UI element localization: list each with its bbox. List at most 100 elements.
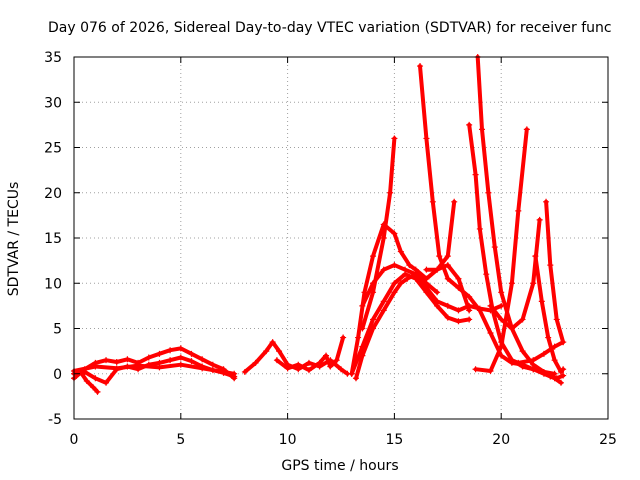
data-point [487,330,494,337]
data-point [530,357,537,364]
data-point [429,198,436,205]
data-point [361,289,368,296]
series-track-22 [515,339,567,366]
data-point [387,189,394,196]
data-point [491,244,498,251]
data-point [434,289,441,296]
y-tick-label: 25 [44,141,62,157]
data-point [241,368,248,375]
data-point [397,248,404,255]
data-point [305,359,312,366]
data-point [444,262,451,269]
data-point [355,334,362,341]
data-point [391,289,398,296]
data-point [252,359,259,366]
data-point [380,307,387,314]
data-point [94,388,101,395]
data-point [508,357,515,364]
data-point [327,363,334,370]
data-point [536,216,543,223]
data-point [540,350,547,357]
data-point [124,356,131,363]
series-track-10 [359,135,398,332]
series-line [360,263,440,308]
data-point [231,370,238,377]
series-track-16 [472,126,530,375]
data-point [340,334,347,341]
data-point [508,325,515,332]
data-point [455,284,462,291]
series-line [72,346,237,381]
series-line [544,199,566,345]
data-point [333,357,340,364]
data-point [553,375,560,382]
data-point [543,198,550,205]
data-point [485,189,492,196]
data-point [380,298,387,305]
data-point [177,361,184,368]
data-point [220,368,227,375]
data-point [370,289,377,296]
data-point [273,357,280,364]
y-tick-label: 20 [44,186,62,202]
series-track-19 [519,363,567,382]
data-point [316,359,323,366]
data-point [472,171,479,178]
data-point [370,316,377,323]
data-point [498,316,505,323]
data-point [83,377,90,384]
data-point [284,365,291,372]
data-point [92,375,99,382]
data-point [209,361,216,368]
data-point [113,358,120,365]
y-tick-label: 15 [44,231,62,247]
data-point [523,126,530,133]
data-point [545,334,552,341]
y-tick-label: 0 [53,367,62,383]
chart-title: Day 076 of 2026, Sidereal Day-to-day VTE… [48,20,612,36]
data-point [359,302,366,309]
data-point [417,63,424,70]
y-tick-label: 5 [53,322,62,338]
x-tick-label: 10 [279,432,297,448]
data-point [487,302,494,309]
series-track-4 [71,361,238,377]
data-point [359,325,366,332]
data-point [532,253,539,260]
data-point [156,364,163,371]
series-track-17 [487,216,543,332]
data-point [352,375,359,382]
data-point [167,347,174,354]
data-point [402,266,409,273]
data-point [323,352,330,359]
data-point [434,266,441,273]
data-point [406,262,413,269]
data-point [199,356,206,363]
grid [74,57,608,419]
series-line [349,222,472,376]
data-point [551,343,558,350]
data-point [444,275,451,282]
data-point [103,379,110,386]
data-point [540,368,547,375]
data-point [380,235,387,241]
data-point [515,207,522,214]
data-point [370,325,377,332]
data-point [444,302,451,309]
series-track-11 [359,262,441,309]
data-point [295,361,302,368]
data-point [498,289,505,296]
data-point [305,367,312,374]
x-tick-label: 5 [176,432,185,448]
data-point [276,348,283,355]
data-point [113,365,120,372]
data-point [145,354,152,361]
data-point [391,280,398,287]
data-point [483,271,490,278]
data-point [519,316,526,323]
series-track-6 [273,334,347,374]
data-point [466,293,473,300]
data-point [380,266,387,273]
data-point [444,253,451,260]
